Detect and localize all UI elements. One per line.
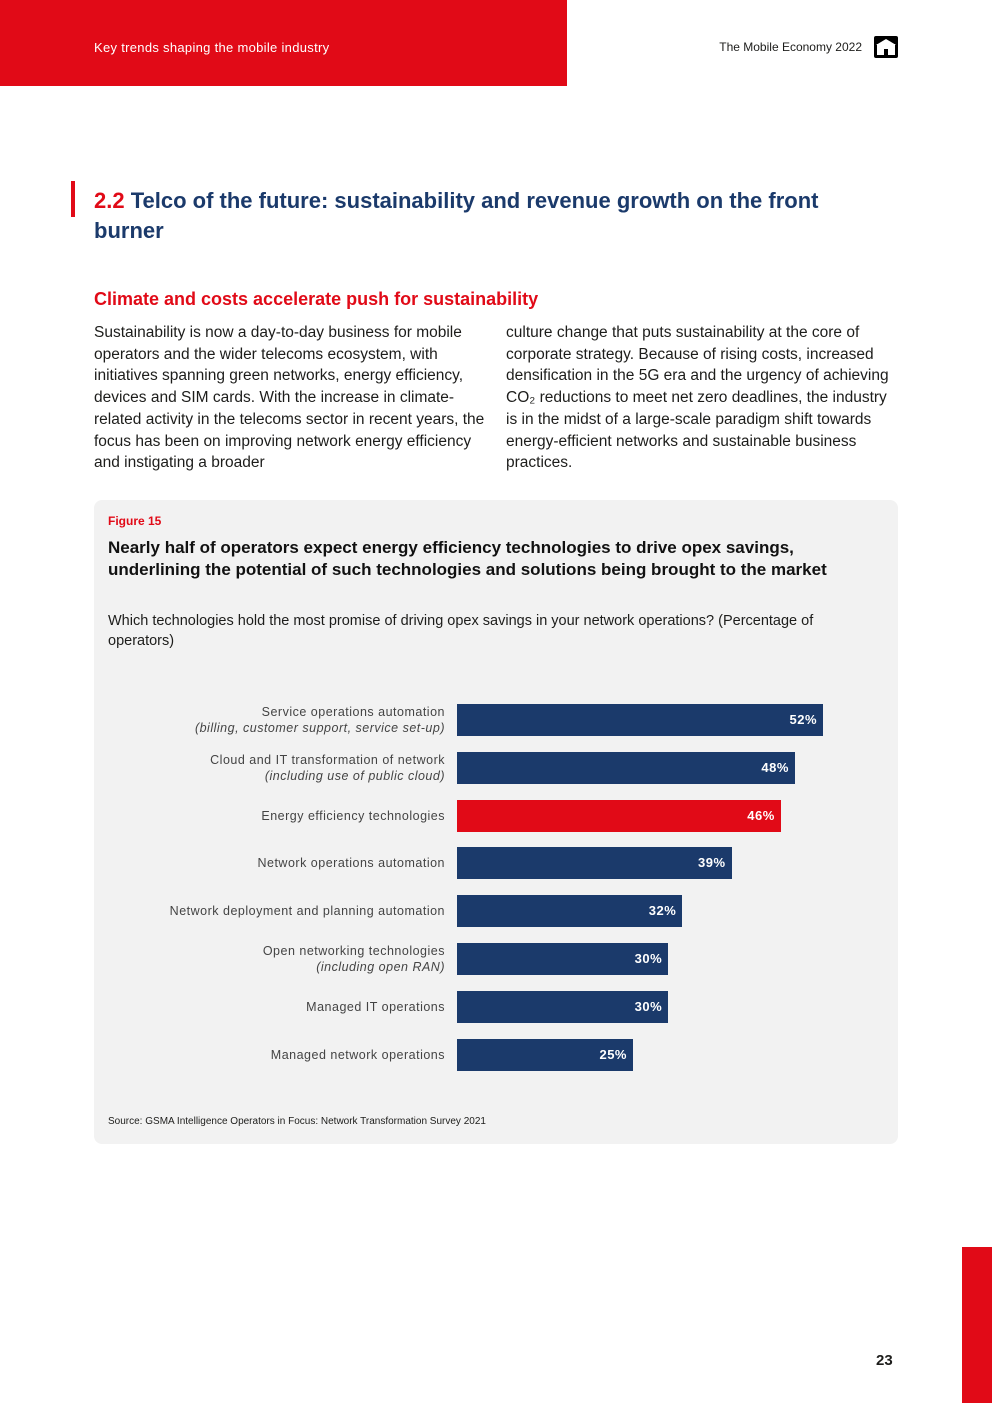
category-label: Network deployment and planning automati… [105,894,445,928]
body-text-left: Sustainability is now a day-to-day busin… [94,324,485,472]
bar-value-label: 30% [634,951,663,966]
category-note: (including open RAN) [316,960,445,974]
chart-row: Network operations automation 39% [94,846,898,880]
section-number: 2.2 [94,188,125,213]
home-icon[interactable] [874,36,898,58]
category-name: Energy efficiency technologies [261,808,445,823]
page-number: 23 [876,1352,893,1369]
figure-source: Source: GSMA Intelligence Operators in F… [108,1116,486,1127]
category-note: (billing, customer support, service set-… [194,721,445,735]
chart-row: Managed IT operations 30% [94,990,898,1024]
bar: 30% [457,943,669,975]
bar-chart: Service operations automation (billing, c… [94,690,898,1090]
bar: 39% [457,847,732,880]
category-name: Service operations automation [261,705,445,719]
bar: 48% [457,751,795,784]
section-heading: 2.2 Telco of the future: sustainability … [94,186,894,246]
bar: 30% [457,990,669,1023]
chart-row: Open networking technologies (including o… [94,942,898,976]
category-name: Managed network operations [270,1047,445,1062]
category-name: Managed IT operations [306,999,445,1014]
bar-highlight: 46% [457,799,781,832]
chart-row: Network deployment and planning automati… [94,894,898,928]
category-label: Cloud and IT transformation of network (i… [105,751,445,785]
header-section-title: Key trends shaping the mobile industry [94,40,330,55]
figure-question: Which technologies hold the most promise… [108,613,814,649]
bar-value-label: 25% [599,1046,627,1062]
category-label: Network operations automation [105,846,445,880]
body-text-right: culture change that puts sustainability … [506,324,889,472]
bar: 25% [457,1038,633,1071]
chart-row: Energy efficiency technologies 46% [94,799,898,833]
bar-value-label: 30% [634,998,663,1014]
category-name: Cloud and IT transformation of network [210,752,445,767]
chart-row: Managed network operations 25% [94,1038,898,1072]
header-publication-title: The Mobile Economy 2022 [719,40,862,54]
category-label: Service operations automation (billing, c… [105,703,445,737]
category-name: Network operations automation [257,856,445,871]
category-name: Network deployment and planning automati… [169,904,445,919]
bar-value-label: 46% [747,807,775,823]
bar-value-label: 39% [698,855,726,871]
bar: 52% [457,704,824,736]
subheading: Climate and costs accelerate push for su… [94,289,539,309]
category-name: Open networking technologies [262,944,445,958]
figure-title: Nearly half of operators expect energy e… [108,538,827,579]
bar-value-label: 32% [648,903,677,919]
category-note: (including use of public cloud) [264,768,445,783]
bar-value-label: 48% [761,759,789,775]
side-tab [962,1247,992,1403]
chart-row: Service operations automation (billing, c… [94,703,898,737]
category-label: Open networking technologies (including o… [105,942,445,976]
category-label: Managed network operations [105,1038,445,1072]
category-label: Energy efficiency technologies [105,799,445,833]
category-label: Managed IT operations [105,990,445,1024]
bar-value-label: 52% [789,712,818,727]
section-title: Telco of the future: sustainability and … [94,188,819,243]
bar: 32% [457,895,683,928]
figure-label: Figure 15 [108,514,162,528]
header-band [0,0,567,86]
section-accent-bar [71,181,75,217]
chart-row: Cloud and IT transformation of network (i… [94,751,898,785]
